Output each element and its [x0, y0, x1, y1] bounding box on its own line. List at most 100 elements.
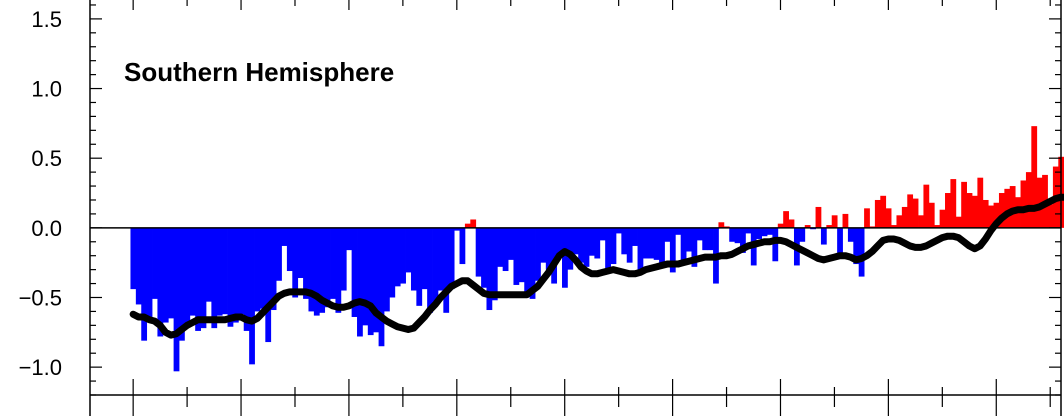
y-tick-label: 1.0: [31, 77, 62, 102]
bar-1860: [184, 227, 191, 327]
bar-1986: [864, 208, 870, 228]
bar-1857: [168, 227, 175, 319]
bar-1904: [421, 227, 428, 290]
y-tick-label: 1.5: [31, 7, 62, 32]
bar-1917: [491, 227, 498, 301]
bar-1884: [313, 227, 320, 316]
bar-1998: [928, 202, 935, 228]
bar-1908: [443, 227, 450, 313]
bar-1991: [891, 225, 897, 228]
bar-1902: [410, 227, 417, 291]
bar-1961: [729, 227, 736, 242]
bar-1880: [292, 227, 299, 298]
bar-1964: [745, 227, 752, 234]
bar-1944: [637, 227, 644, 270]
bar-2001: [945, 193, 951, 228]
bar-1954: [691, 227, 698, 267]
bar-1972: [788, 219, 795, 228]
bar-1995: [912, 198, 919, 228]
bar-1898: [389, 227, 396, 298]
bar-2004: [961, 181, 967, 228]
bar-1926: [540, 227, 547, 263]
bar-1985: [858, 227, 865, 277]
bar-1927: [545, 227, 552, 270]
bar-1970: [777, 223, 784, 228]
bar-2018: [1036, 177, 1043, 228]
bar-1854: [152, 227, 158, 299]
bar-1936: [594, 227, 601, 259]
bar-1867: [222, 227, 228, 315]
bar-1951: [675, 227, 682, 235]
bar-1994: [907, 194, 914, 228]
bar-1899: [394, 227, 401, 287]
bar-1979: [826, 225, 833, 228]
bar-1977: [815, 206, 822, 228]
bar-1907: [437, 227, 444, 291]
bar-1905: [427, 227, 433, 313]
bar-1935: [588, 227, 595, 256]
bar-1876: [270, 227, 277, 311]
bar-1906: [432, 227, 439, 302]
bar-1922: [518, 227, 525, 283]
bar-1888: [335, 227, 342, 313]
bar-1875: [265, 227, 272, 343]
bar-2017: [1031, 126, 1038, 228]
bar-1919: [502, 227, 509, 272]
bar-1893: [362, 227, 369, 326]
bar-1900: [400, 227, 406, 284]
bar-2005: [966, 193, 973, 228]
bar-1865: [211, 227, 218, 329]
bar-1942: [626, 227, 633, 263]
bar-1921: [513, 227, 520, 285]
bar-1981: [837, 227, 843, 253]
bar-1896: [378, 227, 385, 347]
y-tick-labels: 1.5 1.0 0.5 0.0 −0.5 −1.0: [19, 7, 62, 380]
bar-1982: [842, 213, 849, 228]
bar-1866: [216, 227, 223, 316]
axes-layer: [89, 0, 1062, 416]
bar-1874: [259, 227, 266, 309]
bar-1993: [901, 206, 908, 228]
bar-1869: [232, 227, 239, 323]
bar-1890: [346, 227, 353, 251]
bar-1997: [923, 184, 930, 228]
bar-1974: [799, 227, 806, 242]
bar-2015: [1020, 180, 1027, 228]
bar-1924: [529, 227, 536, 299]
bar-1883: [308, 227, 315, 312]
bar-1873: [254, 227, 261, 312]
bar-1930: [562, 227, 568, 288]
bar-1856: [162, 227, 169, 323]
bar-2007: [977, 177, 984, 228]
bar-1971: [783, 211, 789, 228]
bar-1887: [330, 227, 336, 299]
bar-1891: [351, 227, 358, 317]
bar-1931: [567, 227, 574, 270]
bar-1923: [524, 227, 531, 292]
bar-1862: [195, 227, 201, 331]
bar-1952: [680, 227, 687, 262]
bar-1933: [578, 227, 584, 263]
bar-1940: [615, 227, 622, 234]
bar-1989: [880, 195, 887, 228]
bar-2006: [971, 195, 978, 228]
bar-1878: [281, 227, 288, 246]
bar-2002: [950, 179, 957, 228]
bar-1955: [696, 227, 703, 241]
bar-1968: [767, 227, 773, 235]
bar-2008: [982, 199, 989, 228]
bars-layer: [130, 126, 1064, 372]
bar-1929: [556, 227, 563, 256]
bar-1894: [367, 227, 374, 336]
bar-2012: [1004, 188, 1011, 228]
bar-1864: [205, 227, 212, 302]
bar-2009: [988, 205, 994, 228]
bar-2016: [1025, 172, 1032, 228]
bar-1956: [702, 227, 709, 251]
bar-2010: [993, 202, 1000, 228]
y-tick-label: −0.5: [19, 286, 62, 311]
bar-1881: [297, 227, 304, 278]
bar-1868: [227, 227, 234, 327]
